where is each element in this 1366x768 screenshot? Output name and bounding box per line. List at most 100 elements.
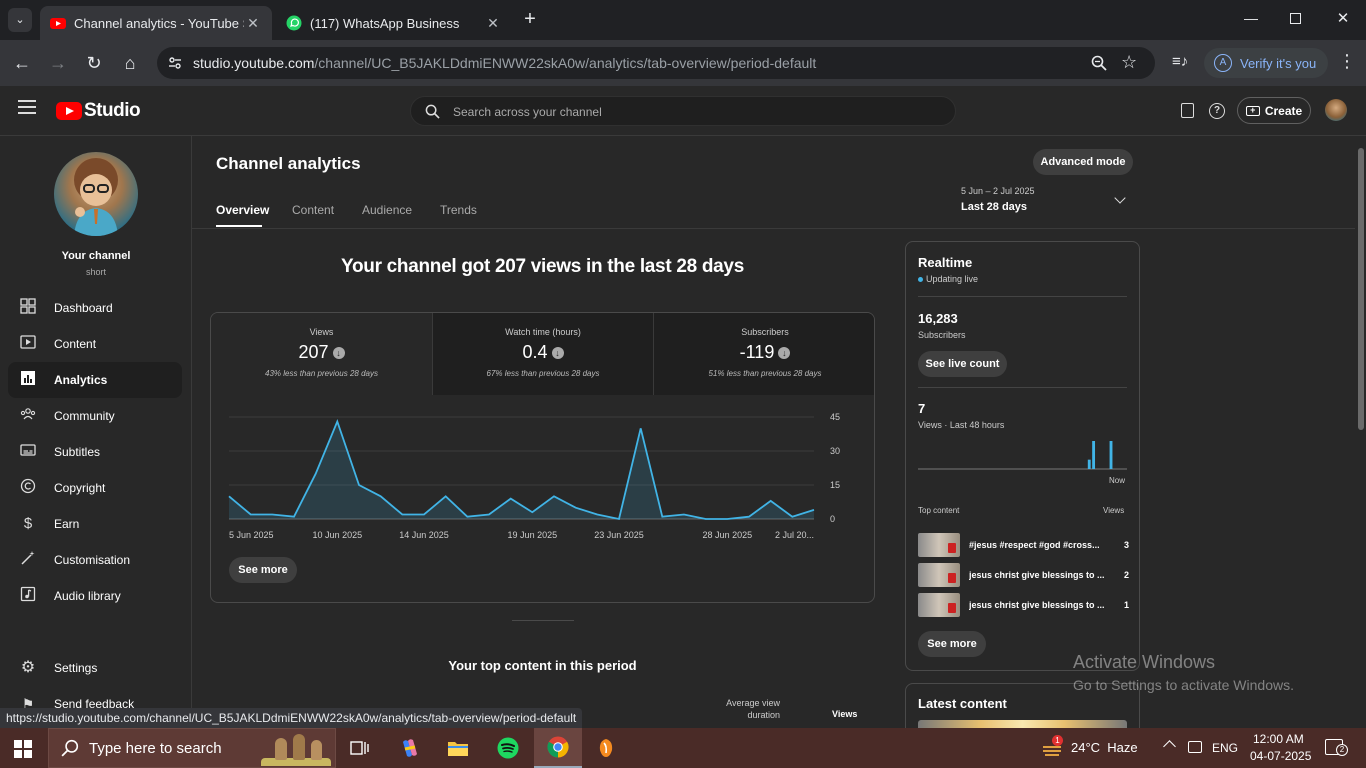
sidebar-item-analytics[interactable]: Analytics bbox=[8, 362, 182, 398]
sidebar-item-dashboard[interactable]: Dashboard bbox=[8, 290, 182, 326]
top-content-row[interactable]: jesus christ give blessings to ... 1 bbox=[918, 592, 1129, 618]
account-avatar[interactable] bbox=[1325, 99, 1347, 121]
close-window-icon[interactable]: ✕ bbox=[1336, 10, 1350, 27]
views-line-chart: 0 15 30 45 5 Jun 2025 10 Jun 2025 14 Jun 2025 1… bbox=[228, 412, 840, 540]
date-range-selector[interactable]: 5 Jun – 2 Jul 2025 Last 28 days bbox=[961, 186, 1133, 220]
views-column-header[interactable]: Views bbox=[832, 709, 858, 719]
metric-tab-subscribers[interactable]: Subscribers -119 ↓ 51% less than previous… bbox=[653, 313, 874, 395]
help-icon[interactable]: ? bbox=[1209, 103, 1225, 119]
channel-avatar[interactable] bbox=[54, 152, 138, 236]
tab-search-button[interactable]: ⌄ bbox=[8, 8, 32, 32]
views-data-point bbox=[726, 518, 728, 520]
realtime-card: Realtime Updating live 16,283 Subscriber… bbox=[905, 241, 1140, 671]
close-tab-icon[interactable]: ✕ bbox=[487, 14, 499, 31]
sidebar-item-audio-library[interactable]: Audio library bbox=[8, 578, 182, 614]
sidebar-item-earn[interactable]: $ Earn bbox=[8, 506, 182, 542]
live-dot-icon bbox=[918, 277, 923, 283]
channel-avatar-image-icon bbox=[74, 158, 118, 236]
address-bar[interactable]: studio.youtube.com/channel/UC_B5JAKLDdmi… bbox=[157, 47, 1155, 79]
sidebar-item-copyright[interactable]: Copyright bbox=[8, 470, 182, 506]
close-tab-icon[interactable]: ✕ bbox=[247, 14, 259, 31]
views-data-point bbox=[639, 427, 641, 429]
file-explorer-icon[interactable] bbox=[434, 728, 482, 768]
top-content-row[interactable]: jesus christ give blessings to ... 2 bbox=[918, 562, 1129, 588]
views-data-point bbox=[271, 513, 273, 515]
page-title: Channel analytics bbox=[216, 154, 361, 173]
restore-window-icon[interactable] bbox=[1290, 13, 1301, 24]
overview-see-more-button[interactable]: See more bbox=[229, 557, 297, 583]
tray-chevron-up-icon[interactable] bbox=[1163, 740, 1176, 753]
search-highlight-icon bbox=[261, 732, 331, 766]
notification-count: 2 bbox=[1336, 744, 1348, 756]
video-thumbnail bbox=[918, 593, 960, 617]
search-icon bbox=[61, 739, 79, 757]
tab-trends[interactable]: Trends bbox=[440, 203, 477, 217]
fl-studio-icon[interactable] bbox=[582, 728, 630, 768]
see-live-count-button[interactable]: See live count bbox=[918, 351, 1007, 377]
top-content-label: Top content bbox=[918, 506, 960, 515]
advanced-mode-button[interactable]: Advanced mode bbox=[1033, 149, 1133, 175]
sidebar-item-subtitles[interactable]: Subtitles bbox=[8, 434, 182, 470]
windows-start-icon[interactable] bbox=[14, 740, 32, 758]
clock-time[interactable]: 12:00 AM bbox=[1253, 732, 1304, 746]
clock-date[interactable]: 04-07-2025 bbox=[1250, 749, 1312, 763]
metric-tab-watch-time[interactable]: Watch time (hours) 0.4 ↓ 67% less than pr… bbox=[432, 313, 653, 395]
site-info-icon[interactable] bbox=[167, 55, 183, 71]
top-content-row[interactable]: #jesus #respect #god #cross... 3 bbox=[918, 532, 1129, 558]
channel-search-input[interactable]: Search across your channel bbox=[410, 96, 956, 126]
chrome-icon[interactable] bbox=[534, 728, 582, 768]
reload-icon[interactable]: ↻ bbox=[86, 53, 102, 73]
arrow-down-icon: ↓ bbox=[332, 347, 345, 360]
realtime-see-more-button[interactable]: See more bbox=[918, 631, 986, 657]
bookmark-star-icon[interactable]: ☆ bbox=[1121, 52, 1138, 72]
realtime-views-bar[interactable] bbox=[1092, 441, 1096, 469]
home-icon[interactable]: ⌂ bbox=[124, 53, 136, 73]
views-data-point bbox=[748, 516, 750, 518]
browser-tab-whatsapp[interactable]: (117) WhatsApp Business ✕ bbox=[276, 6, 512, 40]
realtime-views-bar[interactable] bbox=[1109, 441, 1113, 469]
sidebar-item-customisation[interactable]: Customisation bbox=[8, 542, 182, 578]
sidebar-item-content[interactable]: Content bbox=[8, 326, 182, 362]
camera-in-use-icon[interactable] bbox=[1188, 741, 1202, 753]
tab-content[interactable]: Content bbox=[292, 203, 335, 217]
notifications-icon[interactable]: 2 bbox=[1325, 739, 1348, 756]
hamburger-menu-icon[interactable] bbox=[18, 100, 36, 114]
back-icon[interactable]: ← bbox=[13, 53, 31, 73]
language-indicator[interactable]: ENG bbox=[1212, 741, 1239, 755]
sidebar-item-settings[interactable]: ⚙ Settings bbox=[8, 650, 182, 686]
weather-icon[interactable]: 1 bbox=[1041, 735, 1063, 759]
page-scrollbar[interactable] bbox=[1355, 136, 1366, 728]
metric-tab-views[interactable]: Views 207 ↓ 43% less than previous 28 day… bbox=[211, 313, 432, 395]
browser-toolbar: ← → ↻ ⌂ studio.youtube.com/channel/UC_B5… bbox=[0, 40, 1366, 86]
sidebar-item-community[interactable]: Community bbox=[8, 398, 182, 434]
realtime-views-bar[interactable] bbox=[1087, 459, 1091, 469]
task-view-icon[interactable] bbox=[336, 728, 384, 768]
create-button[interactable]: + Create bbox=[1237, 97, 1311, 124]
weather-text[interactable]: 24°C Haze bbox=[1071, 740, 1138, 755]
scrollbar-thumb[interactable] bbox=[1358, 148, 1364, 430]
feedback-icon[interactable] bbox=[1181, 103, 1194, 118]
new-tab-button[interactable]: + bbox=[524, 8, 536, 30]
studio-header: Studio Search across your channel ? + Cr… bbox=[0, 86, 1366, 136]
spotify-icon[interactable] bbox=[484, 728, 532, 768]
profile-initial: A bbox=[1214, 54, 1232, 72]
forward-icon[interactable]: → bbox=[49, 53, 67, 73]
views-data-point bbox=[358, 484, 360, 486]
media-control-icon[interactable]: ≡♪ bbox=[1172, 53, 1189, 70]
taskbar-search-placeholder: Type here to search bbox=[89, 739, 222, 757]
studio-logo[interactable]: Studio bbox=[56, 100, 141, 122]
views-data-point bbox=[769, 500, 771, 502]
youtube-favicon-icon bbox=[50, 18, 66, 29]
tab-overview[interactable]: Overview bbox=[216, 203, 270, 217]
taskbar-search-box[interactable]: Type here to search bbox=[48, 728, 336, 768]
minimize-window-icon[interactable]: — bbox=[1244, 10, 1258, 26]
zoom-icon[interactable] bbox=[1091, 55, 1107, 71]
menu-dots-icon[interactable]: ⋮ bbox=[1338, 51, 1356, 71]
copilot-icon[interactable] bbox=[386, 728, 434, 768]
verify-profile-button[interactable]: A Verify it's you bbox=[1204, 48, 1328, 78]
browser-tab-youtube-studio[interactable]: Channel analytics - YouTube Stu ✕ bbox=[40, 6, 272, 40]
tab-audience[interactable]: Audience bbox=[362, 203, 413, 217]
studio-sidebar: Your channel short Dashboard Content Ana… bbox=[0, 136, 192, 728]
avg-view-duration-header[interactable]: Average view duration bbox=[726, 698, 780, 720]
views-data-point bbox=[336, 420, 338, 422]
